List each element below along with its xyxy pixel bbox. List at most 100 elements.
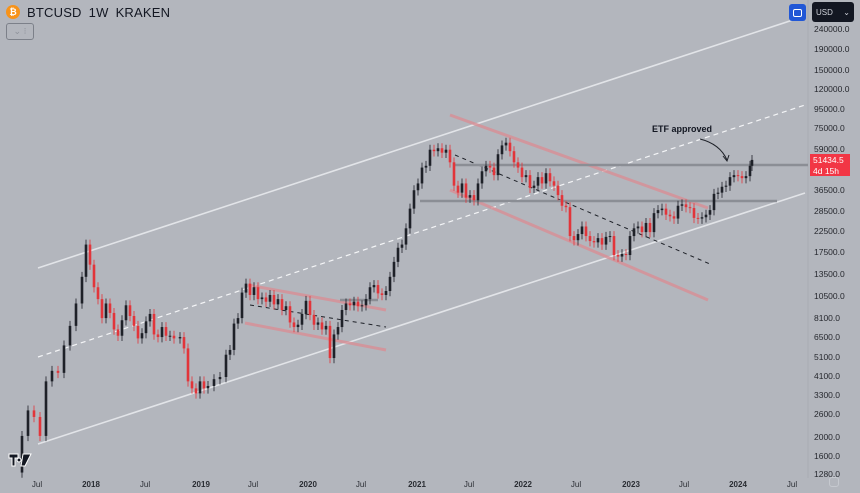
price-tick-label: 120000.0 (814, 84, 850, 94)
candle-body (228, 349, 232, 355)
price-tick-label: 5100.0 (814, 352, 840, 362)
candle-body (648, 222, 652, 233)
candle-body (248, 283, 252, 295)
candle-body (436, 148, 440, 152)
chevron-down-icon: ⌄ ⁝ (13, 26, 27, 36)
dashed-black-drawing (249, 304, 387, 328)
candle-body (160, 327, 164, 338)
candle-body (640, 226, 644, 233)
candle-body (172, 335, 176, 339)
candle-body (744, 176, 748, 179)
symbol-header: ₿ BTCUSD 1W KRAKEN (6, 3, 170, 21)
candle-body (564, 205, 568, 208)
candle-body (232, 323, 236, 350)
candle-body (632, 228, 636, 237)
candle-body (356, 301, 360, 307)
candle-body (360, 305, 364, 307)
candle-body (448, 149, 452, 163)
candle-body (244, 283, 248, 293)
candle-body (560, 195, 564, 206)
candle-body (280, 299, 284, 310)
candle-body (328, 325, 332, 359)
price-tick-label: 59000.0 (814, 144, 845, 154)
legend-toggle-button[interactable]: ⌄ ⁝ (6, 23, 34, 40)
candle-body (464, 183, 468, 198)
dashed-black-drawing (454, 154, 711, 265)
time-tick-label: Jul (463, 480, 475, 489)
channel-drawing (37, 15, 806, 269)
candle-body (284, 306, 288, 310)
candle-body (264, 297, 268, 302)
price-tick-label: 95000.0 (814, 104, 845, 114)
time-tick-label: 2023 (622, 480, 640, 489)
candle-body (260, 297, 264, 300)
interval-label[interactable]: 1W (88, 4, 109, 20)
candle-body (516, 162, 520, 168)
price-tick-label: 2600.0 (814, 409, 840, 419)
candle-body (616, 255, 620, 257)
time-tick-label: 2018 (82, 480, 100, 489)
candle-body (576, 234, 580, 241)
candle-body (272, 294, 276, 305)
candle-body (472, 195, 476, 201)
candle-body (476, 183, 480, 201)
candle-body (480, 171, 484, 184)
price-tick-label: 17500.0 (814, 247, 845, 257)
candle-body (740, 176, 744, 179)
symbol-label[interactable]: BTCUSD (27, 4, 82, 20)
candle-body (240, 292, 244, 319)
candle-body (424, 165, 428, 168)
candle-body (600, 238, 604, 245)
candle-body (628, 236, 632, 256)
candle-body (500, 145, 504, 155)
time-tick-label: 2019 (192, 480, 210, 489)
candle-body (692, 208, 696, 218)
candle-body (140, 333, 144, 339)
candle-body (20, 435, 24, 473)
candle-body (596, 238, 600, 243)
candle-body (656, 210, 660, 214)
candle-body (224, 354, 228, 378)
annotation-arrow (699, 138, 728, 161)
candle-body (68, 325, 72, 346)
candle-body (544, 173, 548, 184)
candle-body (190, 381, 194, 389)
price-tick-label: 1600.0 (814, 451, 840, 461)
candle-body (684, 204, 688, 208)
candle-body (392, 261, 396, 277)
candle-body (304, 300, 308, 314)
candle-body (80, 276, 84, 304)
bitcoin-icon: ₿ (6, 5, 20, 19)
candle-body (252, 287, 256, 295)
candle-body (712, 193, 716, 211)
candle-body (612, 236, 616, 256)
settings-icon[interactable] (829, 477, 839, 487)
red-channel-drawing (449, 113, 709, 210)
last-price-badge: 51434.5 4d 15h (810, 154, 850, 176)
candle-body (376, 285, 380, 294)
candle-body (552, 181, 556, 186)
candle-body (512, 151, 516, 163)
candle-body (324, 325, 328, 330)
candle-body (194, 388, 198, 394)
candle-body (236, 318, 240, 324)
candle-body (636, 226, 640, 229)
candle-body (592, 241, 596, 243)
candle-body (536, 177, 540, 186)
candle-body (108, 303, 112, 313)
price-tick-label: 36500.0 (814, 185, 845, 195)
time-tick-label: Jul (355, 480, 367, 489)
tradingview-logo-icon[interactable] (8, 452, 32, 468)
candle-body (432, 149, 436, 152)
candle-body (198, 381, 202, 394)
candle-body (136, 325, 140, 339)
channel-drawing (37, 192, 806, 445)
candle-body (652, 213, 656, 233)
time-tick-label: Jul (139, 480, 151, 489)
fullscreen-button[interactable] (789, 4, 806, 21)
currency-select[interactable]: USD ⌄ (812, 2, 854, 22)
candle-body (276, 299, 280, 305)
candle-body (256, 287, 260, 300)
candle-body (580, 226, 584, 235)
